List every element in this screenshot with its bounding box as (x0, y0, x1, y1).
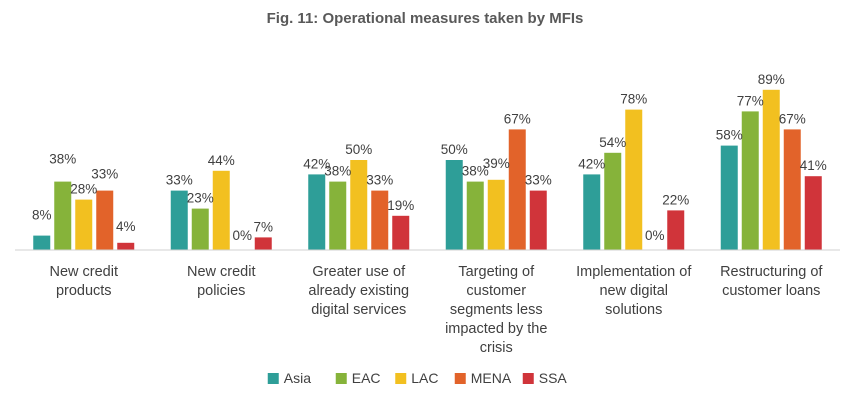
data-label-lac-0: 28% (70, 182, 97, 197)
legend-label-asia: Asia (284, 370, 311, 386)
bar-eac-5 (741, 111, 759, 251)
legend-swatch-asia (267, 373, 279, 384)
category-label-4-line-1: new digital (599, 283, 668, 299)
data-label-ssa-0: 4% (116, 219, 136, 234)
legend-label-lac: LAC (411, 370, 438, 386)
data-label-asia-0: 8% (32, 208, 52, 223)
category-label-1-line-0: New credit (187, 264, 256, 280)
legend-swatch-ssa (522, 373, 534, 384)
data-label-asia-4: 42% (578, 156, 605, 171)
category-label-2-line-2: digital services (311, 302, 406, 318)
bar-ssa-3 (529, 190, 547, 250)
data-label-lac-4: 78% (620, 92, 647, 107)
data-label-eac-2: 38% (324, 164, 351, 179)
data-label-ssa-1: 7% (253, 219, 273, 234)
data-label-lac-3: 39% (483, 156, 510, 171)
data-label-lac-2: 50% (345, 142, 372, 157)
data-labels-group: 8%38%28%33%4%33%23%44%0%7%42%38%50%33%19… (32, 72, 827, 243)
bar-eac-1 (191, 208, 209, 250)
bar-lac-2 (350, 160, 368, 250)
category-label-2-line-1: already existing (308, 283, 409, 299)
bar-ssa-2 (392, 215, 410, 250)
data-label-asia-1: 33% (166, 173, 193, 188)
data-label-eac-4: 54% (599, 135, 626, 150)
category-label-5-line-0: Restructuring of (720, 264, 823, 280)
legend: Asia EAC LAC MENA SSA (267, 370, 568, 386)
data-label-ssa-5: 41% (800, 158, 827, 173)
category-label-3-line-4: crisis (480, 340, 513, 356)
data-label-mena-3: 67% (504, 111, 531, 126)
bar-eac-4 (604, 152, 622, 250)
bar-lac-1 (212, 170, 230, 250)
bar-asia-5 (720, 145, 738, 250)
data-label-ssa-3: 33% (525, 173, 552, 188)
data-label-asia-3: 50% (441, 142, 468, 157)
data-label-mena-0: 33% (91, 167, 118, 182)
category-label-5-line-1: customer loans (722, 283, 820, 299)
bars-group (33, 89, 822, 251)
category-label-3-line-3: impacted by the (445, 321, 547, 337)
bar-ssa-5 (804, 176, 822, 250)
legend-swatch-eac (335, 373, 347, 384)
data-label-mena-1: 0% (232, 228, 252, 243)
bar-asia-2 (308, 174, 326, 250)
data-label-lac-5: 89% (758, 72, 785, 87)
bar-asia-4 (583, 174, 601, 250)
category-labels-group: New credit products New credit policies Grea… (50, 264, 824, 356)
data-label-mena-4: 0% (645, 228, 665, 243)
bar-lac-4 (625, 109, 643, 250)
bar-lac-0 (75, 199, 93, 250)
category-label-3-line-2: segments less (450, 302, 543, 318)
category-label-1-line-1: policies (197, 283, 245, 299)
data-label-eac-3: 38% (462, 164, 489, 179)
data-label-asia-2: 42% (303, 156, 330, 171)
bar-eac-3 (466, 181, 484, 250)
category-label-4-line-0: Implementation of (576, 264, 692, 280)
legend-label-mena: MENA (471, 370, 512, 386)
data-label-ssa-4: 22% (662, 192, 689, 207)
legend-swatch-mena (454, 373, 466, 384)
category-label-3-line-0: Targeting of (458, 264, 535, 280)
bar-asia-0 (33, 235, 51, 250)
bar-mena-3 (508, 129, 526, 250)
bar-ssa-4 (667, 210, 685, 250)
bar-mena-2 (371, 190, 389, 250)
category-label-0-line-0: New credit (50, 264, 119, 280)
bar-lac-3 (487, 179, 505, 250)
legend-label-eac: EAC (352, 370, 381, 386)
data-label-eac-1: 23% (187, 191, 214, 206)
bar-mena-0 (96, 190, 114, 250)
bar-ssa-1 (254, 237, 272, 250)
bar-eac-2 (329, 181, 347, 250)
category-label-0-line-1: products (56, 283, 112, 299)
bar-ssa-0 (117, 242, 135, 250)
data-label-mena-2: 33% (366, 173, 393, 188)
legend-swatch-lac (395, 373, 407, 384)
bar-lac-5 (762, 89, 780, 250)
data-label-eac-0: 38% (49, 152, 76, 167)
legend-label-ssa: SSA (539, 370, 568, 386)
data-label-eac-5: 77% (737, 93, 764, 108)
category-label-2-line-0: Greater use of (312, 264, 406, 280)
category-label-4-line-2: solutions (605, 302, 662, 318)
data-label-mena-5: 67% (779, 111, 806, 126)
bar-asia-1 (170, 190, 188, 250)
chart-title: Fig. 11: Operational measures taken by M… (267, 10, 584, 27)
bar-mena-5 (783, 129, 801, 250)
data-label-ssa-2: 19% (387, 198, 414, 213)
bar-asia-3 (445, 160, 463, 250)
data-label-lac-1: 44% (208, 153, 235, 168)
category-label-3-line-1: customer (466, 283, 526, 299)
bar-eac-0 (54, 181, 72, 250)
data-label-asia-5: 58% (716, 128, 743, 143)
